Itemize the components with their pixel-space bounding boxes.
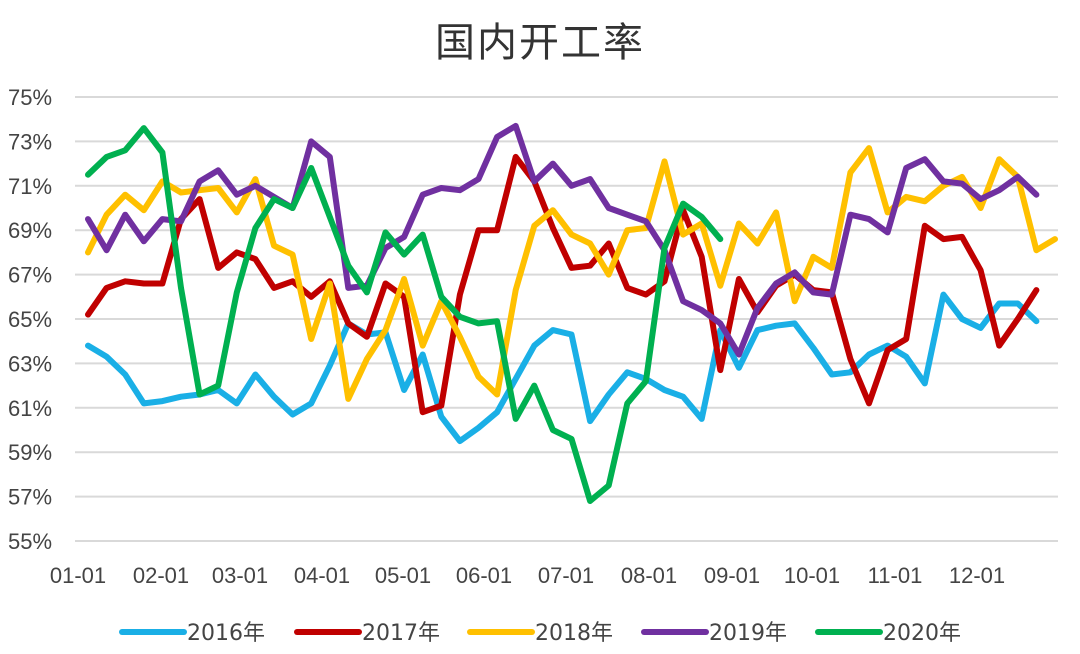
y-tick-label: 73%: [8, 129, 52, 154]
legend-label: 2019年: [709, 621, 787, 646]
legend: 2016年 2017年 2018年 2019年 2020年: [119, 621, 961, 646]
x-tick-label: 10-01: [784, 563, 840, 588]
series-lines: [85, 122, 1058, 504]
x-axis-ticks: 01-01 02-01 03-01 04-01 05-01 06-01 07-01 08-01…: [50, 563, 1005, 588]
x-tick-label: 11-01: [868, 563, 923, 588]
legend-label: 2017年: [362, 621, 440, 646]
y-tick-label: 57%: [8, 485, 52, 510]
x-tick-label: 08-01: [621, 563, 677, 588]
x-tick-label: 01-01: [50, 563, 106, 588]
x-tick-label: 12-01: [949, 563, 1005, 588]
legend-label: 2020年: [883, 621, 961, 646]
series-line-2016年: [85, 291, 1040, 445]
x-tick-label: 09-01: [704, 563, 760, 588]
y-tick-label: 61%: [8, 396, 52, 421]
y-tick-label: 65%: [8, 307, 52, 332]
y-tick-label: 71%: [8, 174, 52, 199]
y-axis-ticks: 75% 73% 71% 69% 67% 65% 63% 61% 59% 57% 55%: [8, 85, 52, 554]
x-tick-label: 05-01: [375, 563, 431, 588]
series-line-2019年: [85, 122, 1040, 358]
x-tick-label: 06-01: [456, 563, 512, 588]
x-tick-label: 07-01: [538, 563, 594, 588]
series-line-2020年: [85, 125, 724, 504]
y-tick-label: 63%: [8, 351, 52, 376]
chart-title: 国内开工率: [435, 20, 645, 66]
y-tick-label: 55%: [8, 529, 52, 554]
x-tick-label: 03-01: [212, 563, 268, 588]
legend-label: 2016年: [187, 621, 265, 646]
legend-label: 2018年: [535, 621, 613, 646]
y-tick-label: 67%: [8, 263, 52, 288]
series-line-2017年: [85, 153, 1040, 416]
y-tick-label: 75%: [8, 85, 52, 110]
x-tick-label: 04-01: [294, 563, 350, 588]
x-tick-label: 02-01: [133, 563, 189, 588]
y-tick-label: 69%: [8, 218, 52, 243]
gridlines: [75, 96, 1058, 542]
y-tick-label: 59%: [8, 440, 52, 465]
